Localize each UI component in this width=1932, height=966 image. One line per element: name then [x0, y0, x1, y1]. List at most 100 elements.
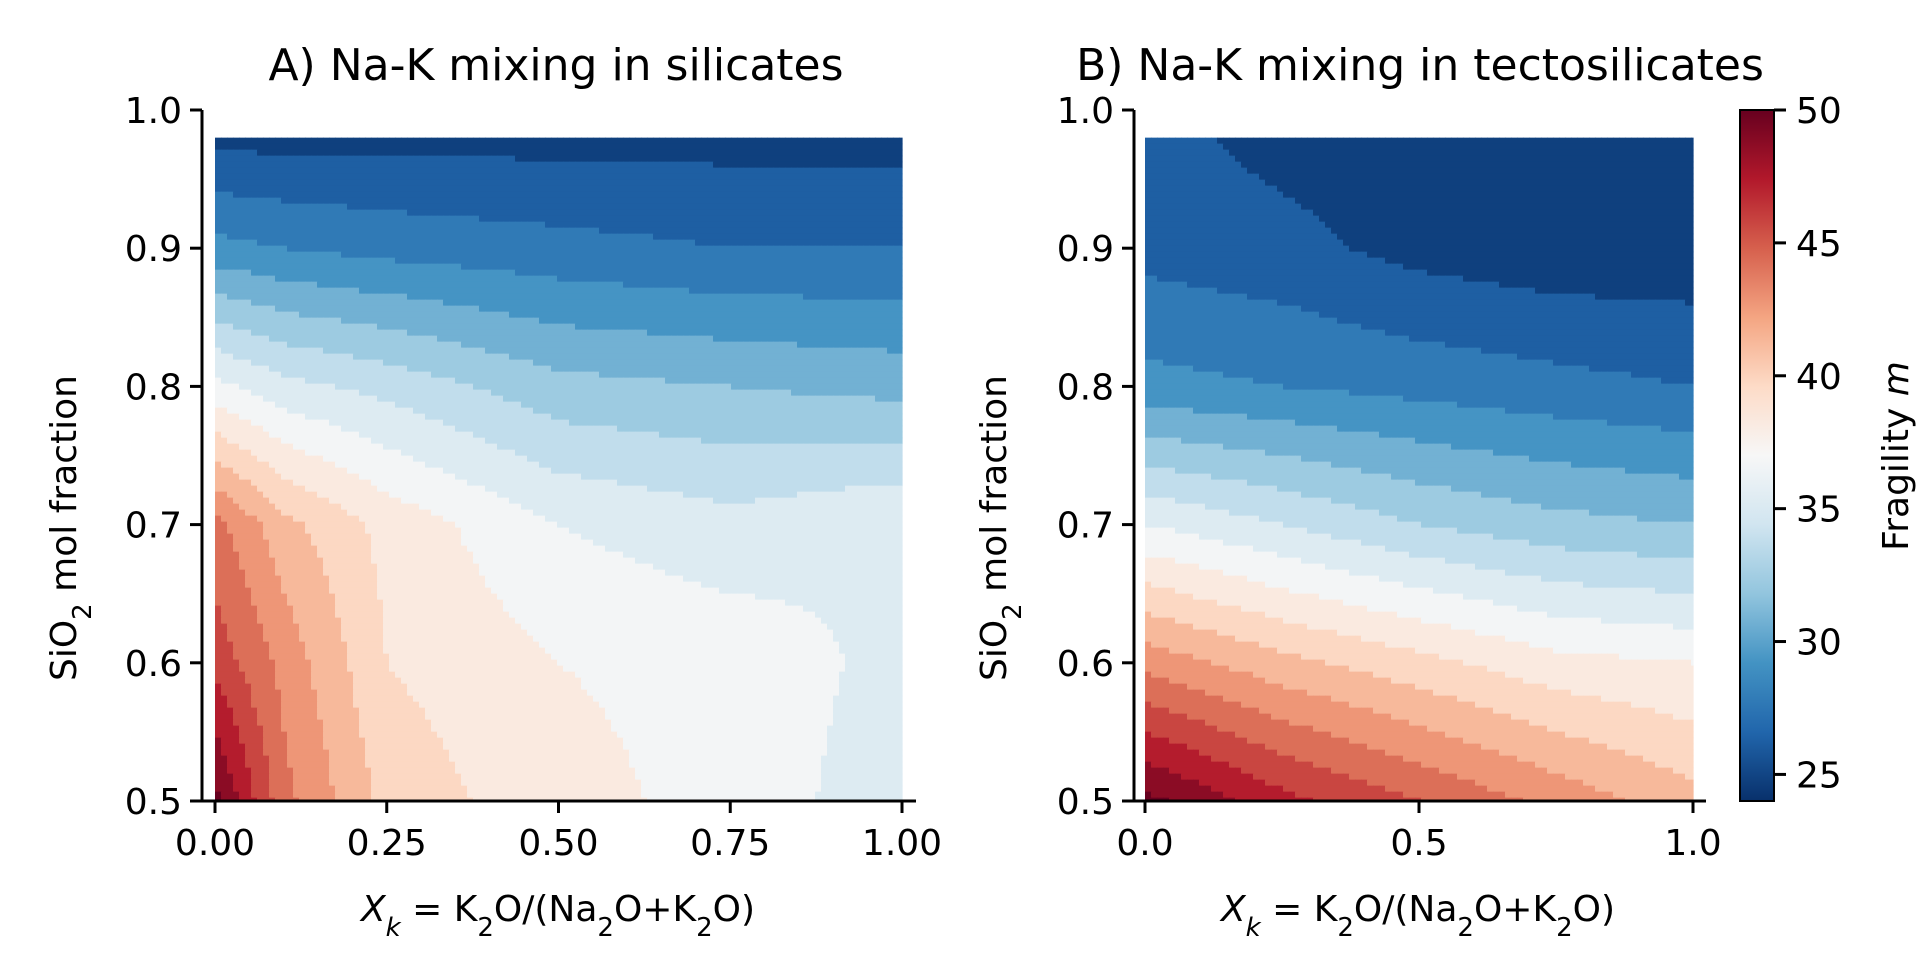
- contour-cell: [563, 276, 570, 283]
- contour-cell: [299, 390, 306, 397]
- contour-cell: [875, 204, 882, 211]
- contour-cell: [629, 240, 636, 247]
- contour-cell: [413, 288, 420, 295]
- contour-cell: [845, 372, 852, 379]
- contour-cell: [227, 210, 234, 217]
- contour-cell: [863, 384, 870, 391]
- contour-cell: [233, 396, 240, 403]
- contour-cell: [533, 252, 540, 259]
- contour-cell: [575, 162, 582, 169]
- contour-cell: [539, 180, 546, 187]
- contour-cell: [803, 192, 810, 199]
- contour-cell: [761, 210, 768, 217]
- contour-cell: [425, 306, 432, 313]
- contour-cell: [665, 222, 672, 229]
- contour-cell: [611, 204, 618, 211]
- contour-cell: [491, 318, 498, 325]
- contour-cell: [509, 144, 516, 151]
- contour-cell: [881, 354, 888, 361]
- contour-cell: [755, 192, 762, 199]
- contour-cell: [713, 222, 720, 229]
- contour-cell: [371, 312, 378, 319]
- contour-cell: [275, 342, 282, 349]
- contour-cell: [755, 186, 762, 193]
- contour-cell: [509, 342, 516, 349]
- contour-cell: [689, 300, 696, 307]
- contour-cell: [239, 198, 246, 205]
- contour-cell: [389, 318, 396, 325]
- contour-cell: [425, 336, 432, 343]
- contour-cell: [497, 390, 504, 397]
- contour-cell: [593, 276, 600, 283]
- contour-cell: [275, 396, 282, 403]
- contour-cell: [221, 174, 228, 181]
- contour-cell: [341, 276, 348, 283]
- contour-cell: [629, 216, 636, 223]
- contour-cell: [797, 210, 804, 217]
- contour-cell: [245, 186, 252, 193]
- contour-cell: [293, 390, 300, 397]
- contour-cell: [263, 294, 270, 301]
- contour-cell: [665, 276, 672, 283]
- contour-cell: [653, 198, 660, 205]
- contour-cell: [581, 180, 588, 187]
- contour-cell: [575, 324, 582, 331]
- contour-cell: [599, 180, 606, 187]
- contour-cell: [767, 150, 774, 157]
- contour-cell: [341, 174, 348, 181]
- contour-cell: [809, 174, 816, 181]
- contour-cell: [407, 336, 414, 343]
- contour-cell: [839, 378, 846, 385]
- contour-cell: [443, 144, 450, 151]
- contour-cell: [809, 372, 816, 379]
- contour-cell: [569, 342, 576, 349]
- contour-cell: [635, 204, 642, 211]
- contour-cell: [449, 228, 456, 235]
- contour-cell: [407, 378, 414, 385]
- contour-cell: [245, 306, 252, 313]
- contour-cell: [353, 312, 360, 319]
- contour-cell: [449, 186, 456, 193]
- contour-cell: [491, 150, 498, 157]
- contour-cell: [617, 312, 624, 319]
- contour-cell: [383, 216, 390, 223]
- contour-cell: [785, 162, 792, 169]
- contour-cell: [671, 384, 678, 391]
- contour-cell: [263, 378, 270, 385]
- contour-cell: [827, 174, 834, 181]
- contour-cell: [881, 366, 888, 373]
- contour-cell: [299, 330, 306, 337]
- contour-cell: [881, 216, 888, 223]
- contour-cell: [437, 174, 444, 181]
- contour-cell: [431, 258, 438, 265]
- contour-cell: [533, 318, 540, 325]
- contour-cell: [341, 336, 348, 343]
- contour-cell: [797, 366, 804, 373]
- contour-cell: [515, 294, 522, 301]
- contour-cell: [779, 216, 786, 223]
- contour-cell: [323, 294, 330, 301]
- contour-cell: [743, 348, 750, 355]
- contour-cell: [407, 294, 414, 301]
- contour-cell: [269, 186, 276, 193]
- contour-cell: [557, 276, 564, 283]
- contour-cell: [515, 324, 522, 331]
- contour-cell: [581, 270, 588, 277]
- contour-cell: [437, 282, 444, 289]
- contour-cell: [563, 252, 570, 259]
- contour-cell: [635, 162, 642, 169]
- contour-cell: [485, 156, 492, 163]
- contour-cell: [725, 204, 732, 211]
- contour-cell: [371, 294, 378, 301]
- contour-cell: [299, 264, 306, 271]
- contour-cell: [875, 318, 882, 325]
- contour-cell: [329, 186, 336, 193]
- contour-cell: [341, 162, 348, 169]
- contour-cell: [233, 270, 240, 277]
- contour-cell: [599, 378, 606, 385]
- contour-cell: [557, 294, 564, 301]
- contour-cell: [299, 396, 306, 403]
- contour-cell: [257, 162, 264, 169]
- contour-cell: [815, 372, 822, 379]
- contour-cell: [521, 228, 528, 235]
